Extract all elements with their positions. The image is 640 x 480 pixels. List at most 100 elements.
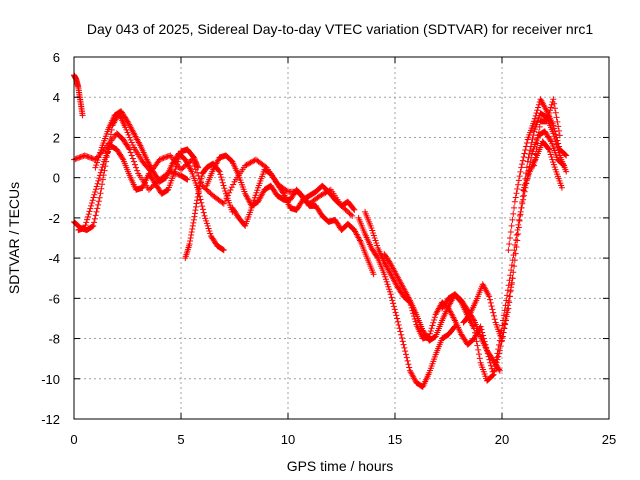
data-point xyxy=(85,154,92,161)
data-point xyxy=(119,155,126,162)
data-point xyxy=(191,157,198,164)
data-point xyxy=(522,147,529,154)
data-point xyxy=(196,185,203,192)
data-point xyxy=(514,226,521,233)
data-point xyxy=(517,168,524,175)
data-point xyxy=(516,173,523,180)
data-point xyxy=(390,303,397,310)
data-point xyxy=(202,215,209,222)
data-point xyxy=(389,297,396,304)
x-tick-label: 0 xyxy=(70,432,77,447)
data-point xyxy=(390,300,397,307)
data-point xyxy=(554,137,561,144)
data-point xyxy=(508,281,515,288)
data-point xyxy=(491,316,498,323)
data-point xyxy=(494,350,501,357)
data-point xyxy=(550,122,557,129)
data-point xyxy=(491,367,498,374)
data-point xyxy=(96,172,103,179)
data-point xyxy=(511,247,518,254)
data-point xyxy=(532,112,539,119)
data-point xyxy=(205,225,212,232)
data-point xyxy=(488,303,495,310)
data-point xyxy=(83,219,90,226)
data-point xyxy=(551,128,558,135)
data-point xyxy=(184,176,191,183)
data-point xyxy=(130,158,137,165)
data-point xyxy=(556,132,563,139)
data-point xyxy=(165,153,172,160)
data-point xyxy=(412,318,419,325)
data-point xyxy=(95,177,102,184)
data-point xyxy=(507,228,514,235)
data-point xyxy=(516,216,523,223)
series-arc-1 xyxy=(71,72,86,119)
data-point xyxy=(523,170,530,177)
data-point xyxy=(127,136,134,143)
data-point xyxy=(94,180,101,187)
data-point xyxy=(89,197,96,204)
grid xyxy=(74,57,609,419)
data-point xyxy=(193,160,200,167)
data-point xyxy=(199,206,206,213)
data-point xyxy=(547,137,554,144)
data-point xyxy=(515,181,522,188)
data-point xyxy=(499,337,505,344)
data-point xyxy=(388,294,395,301)
data-point xyxy=(551,100,558,107)
data-point xyxy=(91,156,98,163)
data-point xyxy=(382,273,389,280)
data-point xyxy=(92,212,99,219)
data-point xyxy=(79,153,86,160)
data-point xyxy=(515,221,522,228)
data-point xyxy=(514,237,521,244)
data-point xyxy=(99,176,106,183)
data-point xyxy=(487,359,494,366)
data-point xyxy=(552,131,559,138)
data-point xyxy=(511,204,518,211)
data-point xyxy=(79,112,86,119)
data-point xyxy=(374,242,381,249)
data-point xyxy=(502,302,509,309)
x-tick-label: 5 xyxy=(177,432,184,447)
x-tick-label: 25 xyxy=(602,432,616,447)
data-point xyxy=(347,211,354,218)
data-point xyxy=(546,110,553,117)
data-point xyxy=(493,354,500,361)
data-point xyxy=(126,134,133,141)
data-point xyxy=(399,338,406,345)
data-points xyxy=(71,72,570,390)
data-point xyxy=(487,299,494,306)
data-point xyxy=(500,312,507,319)
y-tick-label: 4 xyxy=(53,90,60,105)
x-tick-label: 20 xyxy=(495,432,509,447)
data-point xyxy=(190,154,197,161)
data-point xyxy=(101,167,108,174)
data-point xyxy=(123,126,130,133)
series-arc-11 xyxy=(381,251,503,374)
y-tick-label: -8 xyxy=(48,332,60,347)
data-point xyxy=(427,328,434,335)
data-point xyxy=(406,364,413,371)
data-point xyxy=(520,154,527,161)
y-tick-label: -2 xyxy=(48,211,60,226)
data-point xyxy=(133,164,140,171)
data-point xyxy=(373,240,380,247)
data-point xyxy=(431,316,438,323)
data-point xyxy=(190,219,197,226)
data-point xyxy=(526,151,533,158)
data-point xyxy=(502,321,509,328)
data-point xyxy=(218,176,225,183)
data-point xyxy=(186,241,193,248)
data-point xyxy=(84,216,91,223)
data-point xyxy=(486,296,493,303)
data-point xyxy=(496,341,503,348)
data-point xyxy=(501,325,508,332)
data-point xyxy=(349,212,356,219)
data-point xyxy=(195,164,202,171)
data-point xyxy=(525,154,532,161)
data-point xyxy=(252,192,259,199)
data-point xyxy=(545,145,552,152)
data-point xyxy=(199,203,206,210)
data-point xyxy=(122,124,129,131)
